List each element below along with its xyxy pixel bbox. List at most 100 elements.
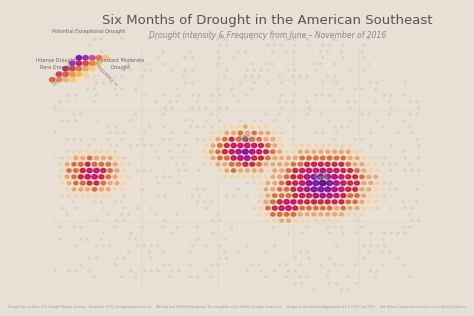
- Circle shape: [237, 101, 240, 103]
- Circle shape: [190, 251, 191, 253]
- Circle shape: [416, 188, 418, 190]
- Circle shape: [182, 163, 185, 165]
- Circle shape: [301, 232, 303, 234]
- Circle shape: [265, 276, 267, 278]
- Circle shape: [236, 162, 241, 166]
- Circle shape: [231, 143, 236, 148]
- Circle shape: [367, 163, 370, 166]
- Circle shape: [102, 82, 104, 84]
- Circle shape: [225, 156, 229, 160]
- Circle shape: [298, 175, 303, 179]
- Circle shape: [328, 219, 331, 222]
- Circle shape: [370, 270, 372, 272]
- Circle shape: [333, 101, 336, 103]
- Circle shape: [89, 44, 91, 46]
- Circle shape: [93, 101, 96, 103]
- Circle shape: [148, 63, 151, 65]
- Circle shape: [306, 168, 311, 173]
- Circle shape: [184, 82, 187, 84]
- Circle shape: [287, 232, 290, 234]
- Circle shape: [346, 200, 350, 204]
- Circle shape: [90, 56, 95, 60]
- Circle shape: [409, 163, 411, 165]
- Circle shape: [237, 188, 240, 190]
- Circle shape: [293, 194, 298, 198]
- Circle shape: [100, 239, 102, 240]
- Circle shape: [273, 144, 277, 147]
- Circle shape: [340, 226, 343, 228]
- Circle shape: [143, 94, 146, 96]
- Circle shape: [278, 163, 282, 166]
- Circle shape: [320, 168, 326, 173]
- Circle shape: [211, 144, 215, 147]
- Circle shape: [260, 69, 262, 71]
- Circle shape: [416, 113, 418, 115]
- Circle shape: [246, 195, 248, 197]
- Circle shape: [382, 264, 383, 265]
- Circle shape: [121, 213, 123, 215]
- Circle shape: [264, 188, 268, 191]
- Circle shape: [370, 245, 372, 247]
- Circle shape: [148, 251, 151, 253]
- Circle shape: [285, 101, 288, 103]
- Circle shape: [67, 157, 71, 159]
- Circle shape: [265, 251, 267, 253]
- Text: Drought Intensity & Frequency from June – November of 2016: Drought Intensity & Frequency from June …: [149, 31, 386, 40]
- Circle shape: [232, 57, 235, 59]
- Circle shape: [291, 213, 296, 216]
- Circle shape: [93, 276, 96, 278]
- Circle shape: [236, 149, 241, 154]
- Circle shape: [148, 126, 151, 128]
- Circle shape: [300, 206, 304, 210]
- Circle shape: [257, 201, 261, 203]
- Circle shape: [101, 194, 105, 197]
- Circle shape: [299, 76, 301, 77]
- Circle shape: [107, 213, 109, 215]
- Circle shape: [116, 144, 118, 146]
- Circle shape: [354, 264, 356, 265]
- Circle shape: [279, 264, 281, 265]
- Circle shape: [299, 276, 301, 278]
- Circle shape: [284, 200, 289, 204]
- Circle shape: [348, 169, 353, 173]
- Circle shape: [273, 219, 276, 222]
- Circle shape: [72, 163, 76, 166]
- Circle shape: [273, 169, 277, 172]
- Circle shape: [370, 232, 372, 234]
- Circle shape: [217, 264, 219, 265]
- Circle shape: [155, 38, 157, 40]
- Circle shape: [155, 101, 157, 103]
- Circle shape: [381, 188, 384, 191]
- Circle shape: [319, 63, 322, 65]
- Circle shape: [293, 156, 297, 160]
- Circle shape: [114, 88, 116, 90]
- Circle shape: [292, 38, 294, 40]
- Circle shape: [265, 144, 270, 147]
- Circle shape: [143, 144, 146, 146]
- Circle shape: [319, 113, 322, 115]
- Circle shape: [169, 138, 171, 140]
- Circle shape: [271, 163, 274, 166]
- Circle shape: [80, 226, 82, 228]
- Circle shape: [363, 69, 365, 71]
- Circle shape: [66, 151, 68, 153]
- Circle shape: [137, 207, 139, 209]
- Circle shape: [305, 162, 310, 166]
- Circle shape: [68, 270, 70, 272]
- Circle shape: [87, 76, 89, 77]
- Circle shape: [342, 144, 345, 147]
- Circle shape: [307, 144, 310, 147]
- Circle shape: [169, 176, 171, 178]
- Circle shape: [355, 207, 359, 210]
- Circle shape: [121, 138, 123, 140]
- Circle shape: [301, 219, 304, 222]
- Circle shape: [92, 162, 97, 166]
- Circle shape: [244, 76, 246, 77]
- Circle shape: [198, 107, 201, 109]
- Circle shape: [362, 169, 366, 172]
- Circle shape: [313, 193, 319, 198]
- Circle shape: [129, 69, 132, 71]
- Circle shape: [123, 257, 125, 259]
- Circle shape: [342, 232, 345, 234]
- Circle shape: [95, 82, 98, 84]
